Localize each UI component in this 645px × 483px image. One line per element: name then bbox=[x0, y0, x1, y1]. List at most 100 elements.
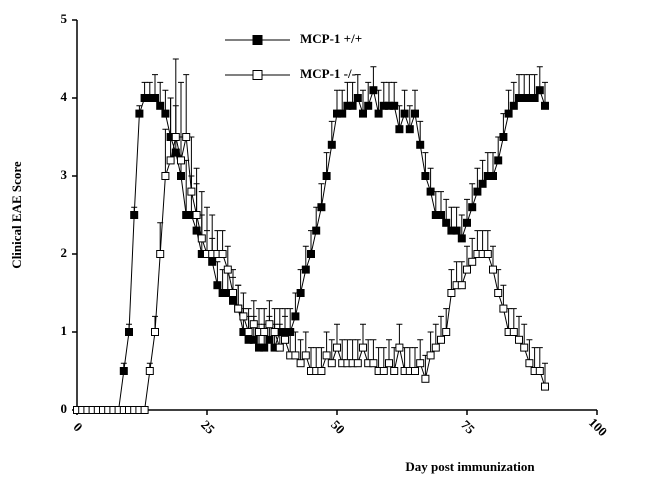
marker bbox=[515, 335, 523, 344]
marker bbox=[140, 406, 149, 414]
marker bbox=[520, 343, 529, 352]
marker bbox=[156, 101, 165, 110]
marker bbox=[509, 101, 518, 110]
marker bbox=[213, 281, 222, 290]
marker bbox=[322, 172, 331, 180]
marker bbox=[359, 109, 367, 118]
marker bbox=[317, 203, 326, 212]
marker bbox=[333, 343, 341, 352]
marker bbox=[499, 304, 508, 313]
marker bbox=[260, 328, 269, 336]
marker bbox=[296, 289, 305, 297]
marker bbox=[119, 367, 128, 375]
marker bbox=[395, 343, 404, 352]
marker bbox=[218, 250, 227, 258]
x-tick-label: 75 bbox=[458, 417, 478, 437]
marker bbox=[530, 94, 539, 102]
error-bar bbox=[162, 128, 169, 176]
marker bbox=[463, 218, 471, 227]
marker bbox=[535, 86, 544, 95]
marker bbox=[239, 312, 248, 321]
marker bbox=[338, 109, 347, 118]
y-tick-label: 2 bbox=[61, 245, 68, 260]
marker bbox=[541, 382, 549, 391]
marker bbox=[265, 335, 274, 344]
marker bbox=[478, 179, 487, 188]
marker bbox=[151, 328, 159, 336]
marker bbox=[483, 250, 492, 258]
marker bbox=[359, 343, 367, 352]
marker bbox=[385, 359, 393, 368]
marker bbox=[223, 265, 232, 274]
marker bbox=[130, 211, 139, 219]
marker bbox=[125, 328, 133, 336]
marker bbox=[411, 367, 419, 375]
marker bbox=[421, 172, 430, 180]
marker bbox=[208, 257, 217, 266]
x-tick-label: 100 bbox=[586, 415, 610, 439]
marker bbox=[197, 234, 206, 243]
marker bbox=[374, 109, 383, 118]
marker bbox=[229, 296, 237, 305]
marker bbox=[177, 156, 185, 165]
marker bbox=[275, 343, 284, 352]
marker bbox=[535, 367, 544, 375]
marker bbox=[353, 359, 362, 368]
error-bar bbox=[209, 214, 216, 254]
marker bbox=[489, 172, 497, 180]
marker bbox=[291, 351, 300, 360]
marker bbox=[509, 328, 518, 336]
error-bar bbox=[178, 81, 184, 161]
marker bbox=[364, 101, 373, 110]
x-axis-label: Day post immunization bbox=[405, 459, 535, 474]
legend-marker bbox=[252, 35, 263, 45]
marker bbox=[437, 335, 445, 344]
marker bbox=[463, 265, 471, 274]
marker bbox=[327, 140, 336, 149]
marker bbox=[182, 133, 191, 141]
marker bbox=[411, 109, 419, 118]
marker bbox=[437, 211, 445, 219]
marker bbox=[327, 359, 336, 368]
marker bbox=[426, 351, 435, 360]
marker bbox=[468, 257, 477, 266]
marker bbox=[156, 250, 165, 258]
marker bbox=[260, 343, 269, 352]
marker bbox=[270, 328, 279, 336]
marker bbox=[307, 250, 315, 258]
error-bar bbox=[193, 167, 200, 215]
marker bbox=[457, 281, 466, 290]
legend-label: MCP-1 +/+ bbox=[300, 31, 362, 46]
marker bbox=[229, 289, 237, 297]
marker bbox=[494, 156, 503, 165]
marker bbox=[499, 133, 508, 141]
legend-label: MCP-1 -/- bbox=[300, 66, 356, 81]
marker bbox=[281, 335, 289, 344]
error-bar bbox=[183, 74, 190, 137]
marker bbox=[369, 359, 378, 368]
marker bbox=[145, 367, 154, 375]
marker bbox=[421, 374, 430, 383]
marker bbox=[504, 109, 513, 118]
marker bbox=[416, 359, 425, 368]
marker bbox=[177, 172, 185, 180]
error-bar bbox=[198, 191, 205, 239]
marker bbox=[291, 312, 300, 321]
marker bbox=[390, 367, 399, 375]
marker bbox=[249, 320, 258, 329]
marker bbox=[353, 94, 362, 102]
marker bbox=[301, 265, 310, 274]
marker bbox=[390, 101, 399, 110]
y-tick-label: 3 bbox=[61, 167, 68, 182]
marker bbox=[525, 359, 534, 368]
marker bbox=[296, 359, 305, 368]
marker bbox=[447, 289, 456, 297]
marker bbox=[400, 109, 409, 118]
y-tick-label: 0 bbox=[61, 401, 68, 416]
marker bbox=[489, 265, 497, 274]
marker bbox=[395, 125, 404, 134]
marker bbox=[322, 351, 331, 360]
y-tick-label: 5 bbox=[61, 11, 68, 26]
marker bbox=[369, 86, 378, 95]
